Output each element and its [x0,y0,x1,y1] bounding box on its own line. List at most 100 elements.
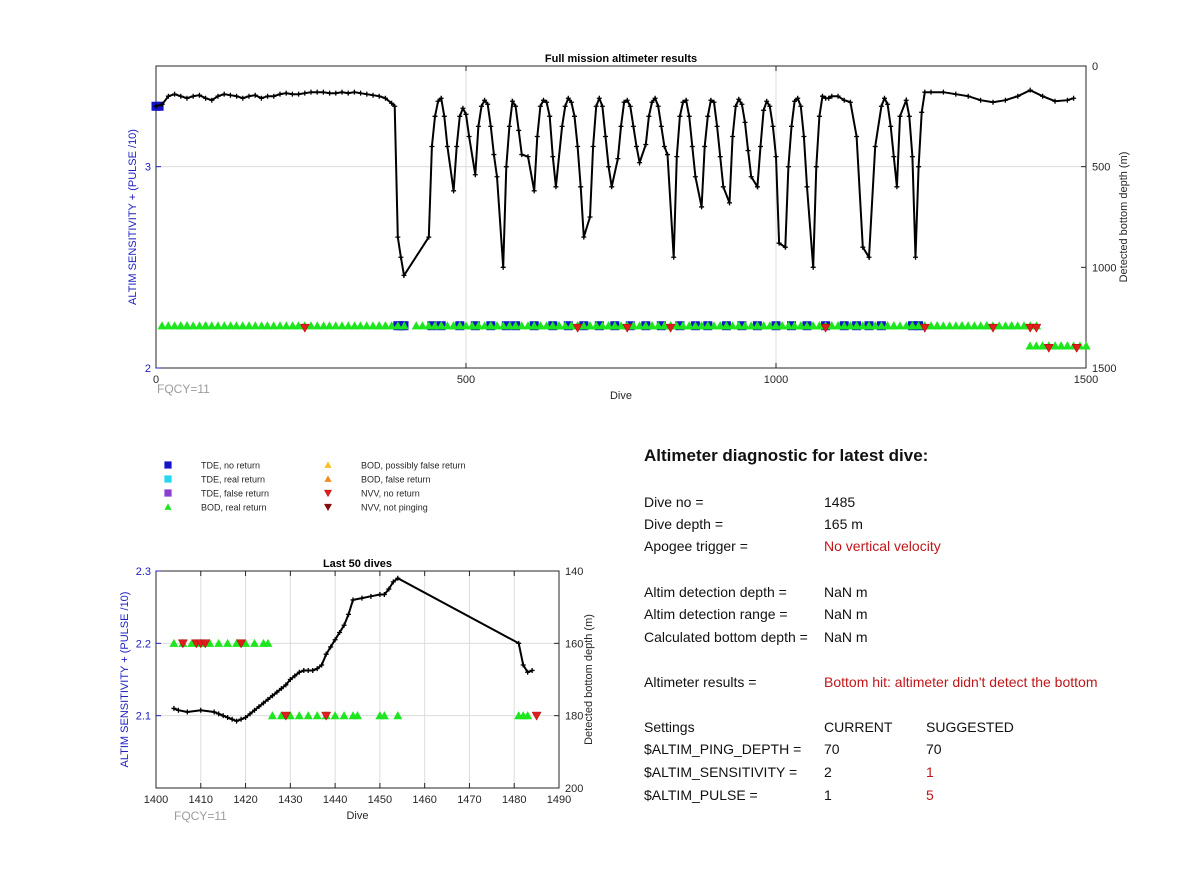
altim-marker [845,321,855,330]
altim-marker [280,711,291,721]
detection-range-label: Altim detection range = [644,606,788,622]
altim-marker [411,321,421,330]
depth-point [252,92,258,98]
setting-name: $ALTIM_SENSITIVITY = [644,764,798,780]
depth-point [683,97,689,103]
x-tick-label: 1500 [1074,374,1098,386]
depth-point [216,711,222,717]
altim-marker [442,321,452,330]
depth-point [247,711,253,717]
altim-marker [236,639,247,649]
altim-marker [554,321,564,330]
depth-point [287,677,293,682]
altim-marker [759,321,768,330]
depth-point [171,705,177,711]
depth-point [593,103,599,109]
altim-marker [919,323,930,333]
altim-marker [461,321,471,330]
altim-marker [424,321,434,330]
altim-marker [675,321,685,331]
depth-point [810,264,816,270]
altim-marker [628,321,638,330]
depth-point [618,123,624,129]
altim-marker [969,321,979,330]
depth-point [801,133,807,139]
y-right-tick-label: 1000 [1092,262,1116,274]
depth-point [872,144,878,150]
depth-point [339,89,345,95]
depth-point [426,234,432,240]
depth-point [196,92,202,98]
altim-marker [895,321,905,330]
depth-point [711,99,717,105]
altim-marker [591,321,601,330]
altim-marker [610,321,620,330]
depth-point [337,629,343,635]
altim-marker [353,711,362,720]
y-right-tick-label: 0 [1092,61,1098,73]
depth-point [333,90,339,96]
altim-marker [362,321,372,330]
depth-point [562,103,568,109]
y-left-axis-label: ALTIM SENSITIVITY + (PULSE /10) [119,592,131,768]
depth-point [159,101,165,107]
depth-point [547,113,553,119]
altim-marker [1031,341,1041,350]
bottom-depth-label: Calculated bottom depth = [644,629,808,645]
legend-label: TDE, false return [201,489,269,499]
depth-point [761,107,767,113]
depth-point [319,662,325,668]
depth-point [894,184,900,190]
depth-point [720,184,726,190]
altim-marker [1062,341,1072,350]
altim-marker [238,321,248,330]
altim-marker [188,321,198,330]
depth-point [798,103,804,109]
depth-point [785,164,791,170]
depth-point [637,160,643,166]
depth-point [705,113,711,119]
depth-point [190,93,196,99]
altim-marker [771,321,781,330]
altim-marker [715,321,725,330]
depth-point [745,148,751,154]
depth-point [328,644,334,650]
depth-point [544,99,550,105]
depth-point [1064,97,1070,103]
depth-point [395,234,401,240]
depth-point [866,254,872,260]
altim-marker [294,711,304,720]
x-tick-label: 1470 [457,794,481,806]
depth-point [599,103,605,109]
frequency-note: FQCY=11 [157,382,210,396]
altim-marker [1031,323,1042,333]
altim-marker [870,321,880,330]
altim-marker [523,321,533,330]
altim-marker [250,321,260,330]
depth-point [1027,87,1033,93]
depth-point [296,669,302,675]
legend-label: BOD, possibly false return [361,461,466,471]
depth-point [680,99,686,105]
legend-label: TDE, no return [201,461,260,471]
altim-marker [684,321,694,330]
altim-marker [505,321,514,330]
depth-point [227,92,233,98]
altim-marker [319,321,329,330]
altim-marker [858,321,868,330]
depth-point [885,101,891,107]
altim-marker [492,321,502,330]
depth-point [816,113,822,119]
depth-point [203,95,209,101]
altim-marker [1050,341,1060,350]
depth-point [671,254,677,260]
depth-point [646,113,652,119]
altim-marker [647,321,657,330]
y-right-tick-label: 1500 [1092,363,1116,375]
depth-point [454,144,460,150]
current-header: CURRENT [824,719,893,735]
altim-marker [740,321,750,330]
legend-marker [324,461,332,468]
altim-marker [796,321,806,330]
